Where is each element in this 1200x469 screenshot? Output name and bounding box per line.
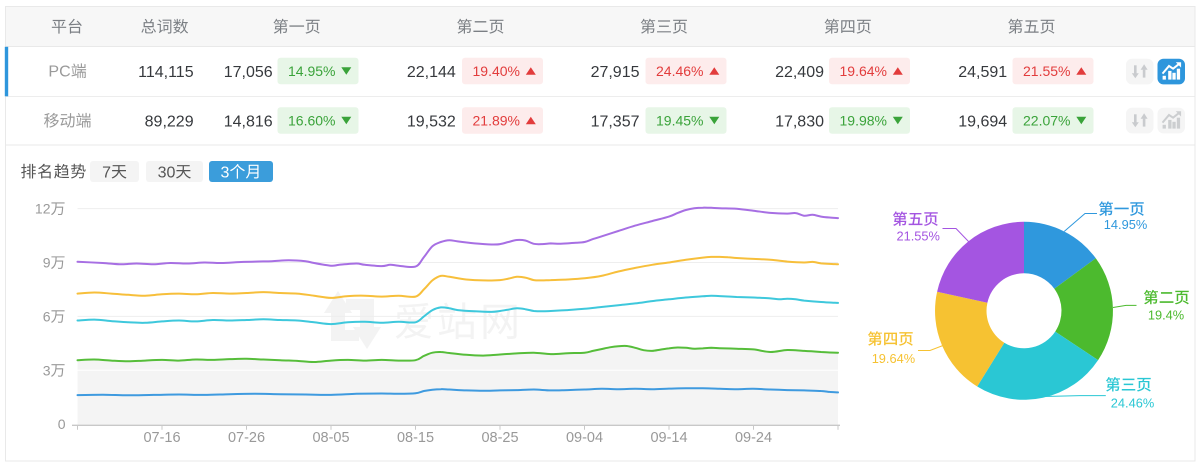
- svg-text:19.40%: 19.40%: [473, 63, 520, 79]
- svg-text:19,694: 19,694: [958, 113, 1007, 130]
- svg-text:17,830: 17,830: [775, 113, 824, 130]
- svg-text:21.89%: 21.89%: [473, 113, 520, 129]
- svg-text:7: 7: [102, 164, 111, 181]
- svg-text:17,357: 17,357: [591, 113, 640, 130]
- svg-text:19.4%: 19.4%: [1148, 308, 1184, 323]
- svg-text:19.45%: 19.45%: [656, 113, 703, 129]
- svg-text:22,144: 22,144: [407, 64, 456, 81]
- svg-text:16.60%: 16.60%: [288, 113, 335, 129]
- svg-text:3: 3: [43, 362, 51, 378]
- svg-text:24.46%: 24.46%: [656, 63, 703, 79]
- svg-text:09-14: 09-14: [650, 430, 687, 446]
- svg-text:9: 9: [43, 255, 51, 271]
- svg-text:17,056: 17,056: [224, 64, 273, 81]
- svg-text:6: 6: [43, 308, 51, 324]
- svg-text:22.07%: 22.07%: [1023, 113, 1070, 129]
- svg-text:09-04: 09-04: [566, 430, 603, 446]
- svg-text:08-25: 08-25: [481, 430, 518, 446]
- svg-text:0: 0: [58, 416, 66, 432]
- svg-text:14,816: 14,816: [224, 113, 273, 130]
- svg-text:3: 3: [221, 164, 230, 181]
- svg-text:19.64%: 19.64%: [840, 63, 887, 79]
- svg-text:14.95%: 14.95%: [288, 63, 335, 79]
- svg-text:21.55%: 21.55%: [896, 229, 939, 244]
- svg-text:08-05: 08-05: [312, 430, 349, 446]
- svg-text:07-16: 07-16: [143, 430, 180, 446]
- svg-text:22,409: 22,409: [775, 64, 824, 81]
- svg-text:19.98%: 19.98%: [840, 113, 887, 129]
- svg-text:24.46%: 24.46%: [1111, 396, 1154, 411]
- svg-text:114,115: 114,115: [138, 64, 194, 81]
- svg-text:19.64%: 19.64%: [872, 351, 915, 366]
- svg-text:08-15: 08-15: [397, 430, 434, 446]
- svg-text:27,915: 27,915: [591, 64, 640, 81]
- svg-text:21.55%: 21.55%: [1023, 63, 1070, 79]
- svg-text:12: 12: [35, 201, 51, 217]
- svg-text:30: 30: [158, 164, 176, 181]
- svg-text:24,591: 24,591: [958, 64, 1007, 81]
- svg-text:07-26: 07-26: [228, 430, 265, 446]
- svg-text:PC: PC: [48, 64, 70, 81]
- svg-text:09-24: 09-24: [735, 430, 772, 446]
- svg-text:14.95%: 14.95%: [1104, 217, 1147, 232]
- svg-text:89,229: 89,229: [145, 113, 194, 130]
- svg-text:19,532: 19,532: [407, 113, 456, 130]
